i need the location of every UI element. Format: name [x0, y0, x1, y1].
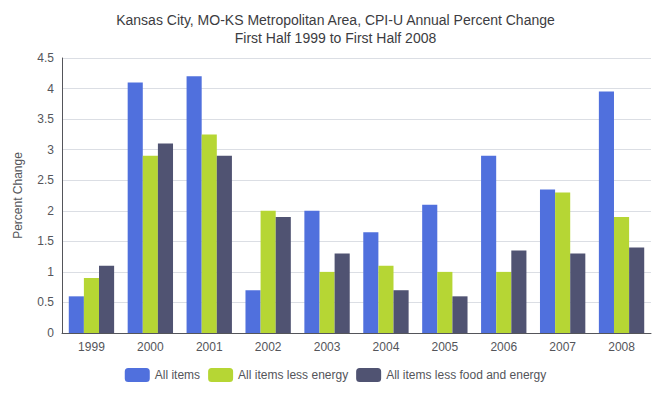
svg-text:0: 0 — [47, 326, 54, 340]
svg-text:2007: 2007 — [549, 340, 576, 354]
svg-text:2.5: 2.5 — [37, 173, 54, 187]
svg-text:0.5: 0.5 — [37, 295, 54, 309]
svg-text:Kansas City, MO-KS Metropolita: Kansas City, MO-KS Metropolitan Area, CP… — [116, 12, 555, 28]
svg-text:All items less food and energy: All items less food and energy — [386, 368, 546, 382]
svg-text:2004: 2004 — [373, 340, 400, 354]
svg-text:2008: 2008 — [608, 340, 635, 354]
svg-text:3.5: 3.5 — [37, 112, 54, 126]
svg-text:2003: 2003 — [314, 340, 341, 354]
svg-text:2000: 2000 — [137, 340, 164, 354]
svg-text:Percent Change: Percent Change — [11, 152, 25, 239]
svg-text:2006: 2006 — [490, 340, 517, 354]
svg-text:1999: 1999 — [78, 340, 105, 354]
svg-text:2002: 2002 — [255, 340, 282, 354]
svg-text:All items: All items — [155, 368, 200, 382]
svg-text:1.5: 1.5 — [37, 234, 54, 248]
svg-text:4: 4 — [47, 82, 54, 96]
svg-text:3: 3 — [47, 143, 54, 157]
svg-text:All items less energy: All items less energy — [238, 368, 348, 382]
svg-text:4.5: 4.5 — [37, 51, 54, 65]
svg-text:2: 2 — [47, 204, 54, 218]
svg-text:2001: 2001 — [196, 340, 223, 354]
svg-text:1: 1 — [47, 265, 54, 279]
svg-text:2005: 2005 — [431, 340, 458, 354]
svg-text:First Half 1999 to First Half: First Half 1999 to First Half 2008 — [235, 30, 437, 46]
